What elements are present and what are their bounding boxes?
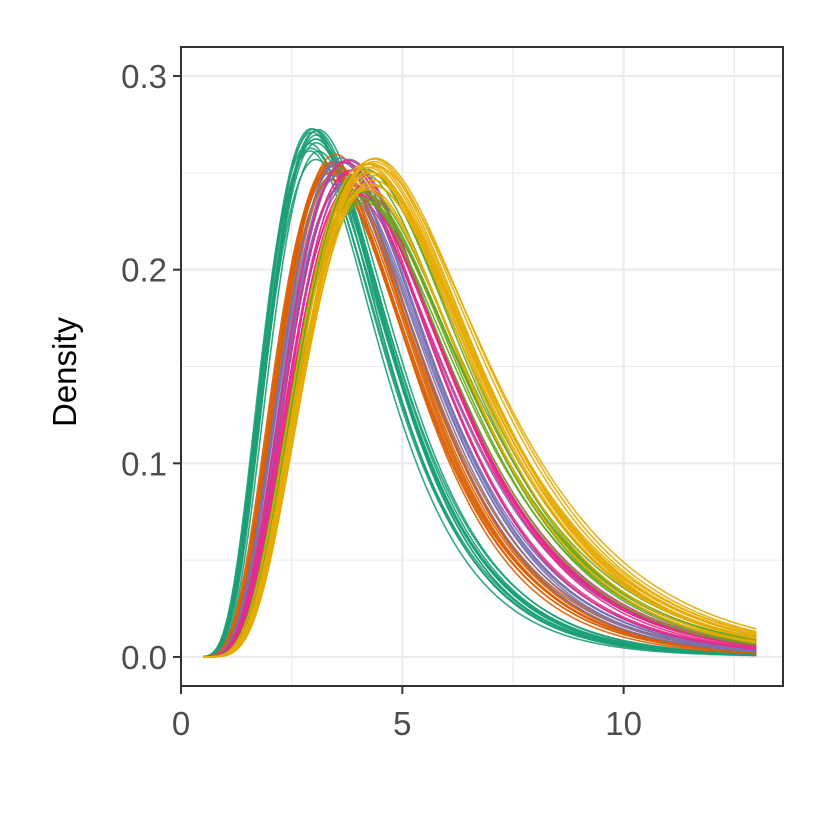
density-curve xyxy=(203,173,757,658)
density-curve xyxy=(203,129,757,658)
y-tick-label: 0.1 xyxy=(121,445,167,482)
density-curve xyxy=(203,162,757,658)
density-curve xyxy=(203,189,757,658)
density-curves xyxy=(202,127,757,658)
density-curve xyxy=(203,160,757,658)
y-axis-ticks: 0.0 0.1 0.2 0.3 xyxy=(121,58,181,676)
density-curve xyxy=(203,168,757,658)
x-tick-label: 0 xyxy=(172,705,190,742)
density-curve xyxy=(203,189,757,658)
x-axis-ticks: 0 5 10 xyxy=(172,686,642,742)
x-tick-label: 10 xyxy=(605,705,642,742)
x-tick-label: 5 xyxy=(393,705,411,742)
density-curve xyxy=(203,192,757,658)
density-curve xyxy=(203,173,757,658)
y-axis-title: Density xyxy=(46,316,83,427)
density-curve xyxy=(203,186,757,658)
y-tick-label: 0.2 xyxy=(121,252,167,289)
density-curve xyxy=(203,128,757,658)
density-curve xyxy=(203,163,757,658)
density-curve xyxy=(203,127,757,658)
panel-border xyxy=(180,46,784,687)
density-curve xyxy=(203,157,757,658)
y-tick-label: 0.0 xyxy=(121,639,167,676)
y-tick-label: 0.3 xyxy=(121,58,167,95)
